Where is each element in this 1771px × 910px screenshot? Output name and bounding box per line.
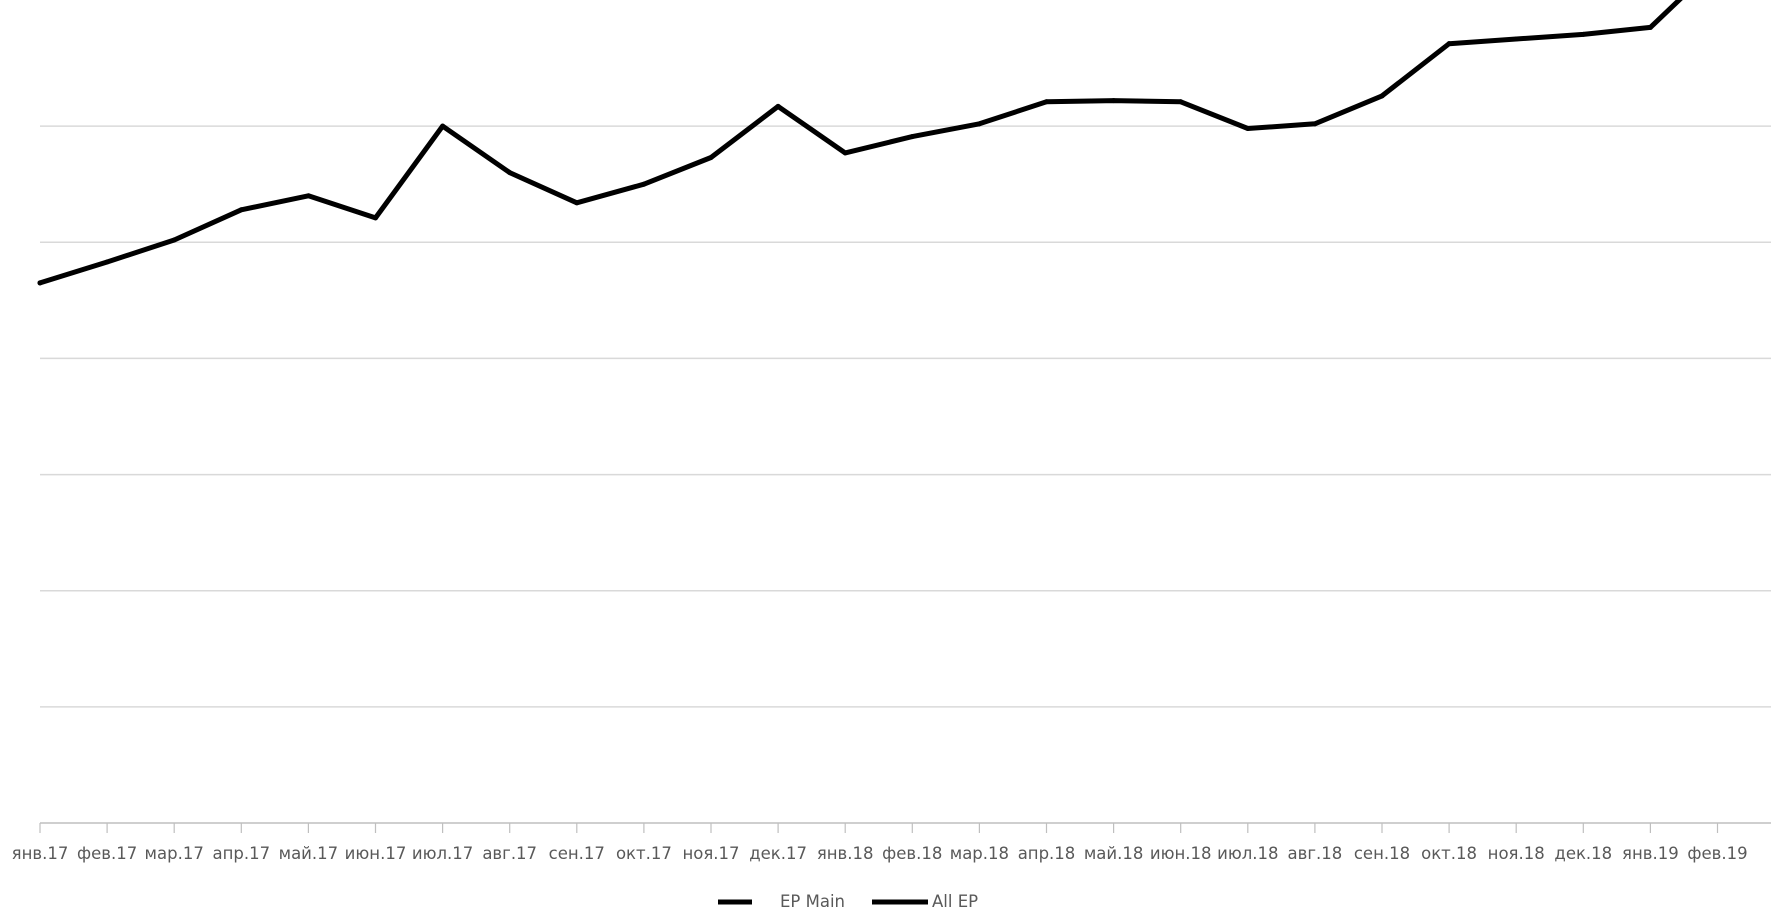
data-point xyxy=(305,193,311,199)
x-tick-label: авг.18 xyxy=(1288,844,1343,863)
x-tick-label: апр.17 xyxy=(212,844,270,863)
x-tick-label: июн.17 xyxy=(345,844,407,863)
x-tick-label: фев.19 xyxy=(1687,844,1747,863)
data-point xyxy=(574,200,580,206)
data-point xyxy=(37,280,43,286)
x-tick-label: июл.18 xyxy=(1217,844,1278,863)
x-tick-label: апр.18 xyxy=(1018,844,1076,863)
x-tick-label: янв.18 xyxy=(817,844,874,863)
data-point xyxy=(440,123,446,129)
x-tick-label: окт.18 xyxy=(1421,844,1477,863)
data-point xyxy=(775,103,781,109)
data-point xyxy=(909,134,915,140)
data-point xyxy=(238,207,244,213)
data-point xyxy=(1580,31,1586,37)
gridlines xyxy=(40,125,1771,708)
data-point xyxy=(641,181,647,187)
data-point xyxy=(1312,121,1318,127)
x-tick-label: ноя.18 xyxy=(1488,844,1545,863)
series-layer xyxy=(37,0,1683,286)
x-tick-label: мар.17 xyxy=(145,844,204,863)
legend-label-all-ep: All EP xyxy=(932,892,978,910)
legend: EP Main All EP xyxy=(718,892,978,910)
x-tick-label: май.18 xyxy=(1084,844,1144,863)
data-point xyxy=(1178,99,1184,105)
data-point xyxy=(507,170,513,176)
data-point xyxy=(976,121,982,127)
x-tick-label: янв.19 xyxy=(1622,844,1679,863)
x-tick-label: ноя.17 xyxy=(682,844,739,863)
data-point xyxy=(1245,125,1251,131)
x-tick-label: авг.17 xyxy=(482,844,537,863)
data-point xyxy=(1446,41,1452,47)
data-point xyxy=(1044,99,1049,105)
x-tick-label: июн.18 xyxy=(1150,844,1212,863)
x-tick-label: фев.17 xyxy=(77,844,137,863)
legend-label-ep-main: EP Main xyxy=(780,892,845,910)
data-point xyxy=(171,237,177,243)
data-point xyxy=(1379,93,1385,99)
data-point xyxy=(373,215,378,221)
x-tick-label: дек.17 xyxy=(749,844,807,863)
series-line-all-ep xyxy=(37,0,1683,286)
data-point xyxy=(708,155,714,161)
x-tick-label: янв.17 xyxy=(12,844,69,863)
data-point xyxy=(1647,24,1653,30)
x-axis: янв.17 фев.17 мар.17 апр.17 май.17 июн.17 июл.… xyxy=(12,822,1771,863)
x-tick-label: сен.18 xyxy=(1354,844,1410,863)
x-tick-label: июл.17 xyxy=(412,844,473,863)
x-tick-label: мар.18 xyxy=(950,844,1009,863)
data-point xyxy=(842,150,848,156)
x-tick-label: сен.17 xyxy=(549,844,605,863)
data-point xyxy=(104,259,110,265)
data-point xyxy=(1111,98,1117,104)
x-tick-label: дек.18 xyxy=(1554,844,1612,863)
data-point xyxy=(1513,36,1519,42)
x-tick-label: май.17 xyxy=(279,844,339,863)
x-tick-label: фев.18 xyxy=(882,844,942,863)
x-tick-label: окт.17 xyxy=(616,844,672,863)
